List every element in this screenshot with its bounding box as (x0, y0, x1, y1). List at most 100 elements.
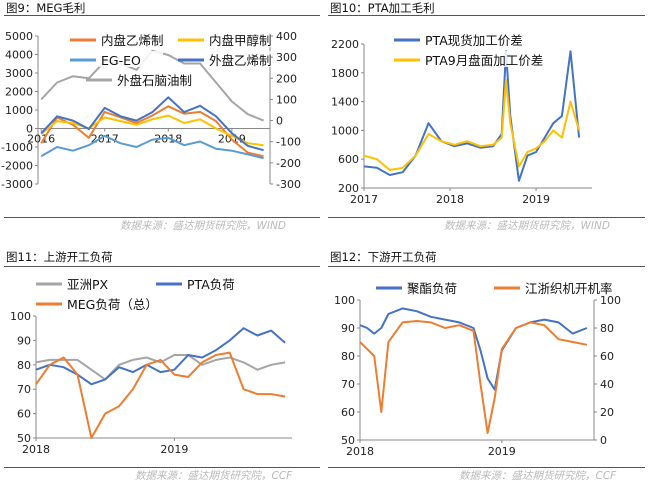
series-line-2 (359, 320, 588, 434)
series-line-2 (35, 327, 286, 386)
y-tick-label: 70 (17, 383, 31, 396)
legend-label: EG-EO (101, 53, 141, 68)
y2-tick-label: -300 (276, 178, 301, 191)
panel-meg-margin: 图9：MEG毛利 -3000 -200 0 -1000 0 1000 2000 3000 400… (0, 0, 324, 236)
legend-bg (207, 51, 271, 67)
legend-bg (405, 279, 457, 295)
y2-tick-label: -200 (276, 157, 301, 170)
legend-bg (423, 31, 535, 47)
legend-label: MEG负荷（总） (67, 297, 158, 312)
legend-label: 外盘石脑油制 (117, 73, 192, 88)
series-line-1 (363, 50, 581, 182)
footer-divider (4, 217, 320, 218)
series-line-3 (40, 134, 264, 160)
data-source: 数据来源：盛达期货研究院，WIND (444, 220, 610, 232)
title-divider (328, 15, 645, 16)
legend-bg (65, 295, 165, 311)
y-tick-label: 5000 (5, 30, 33, 43)
series-line-1 (359, 307, 588, 391)
y-tick-label: 200 (338, 182, 359, 195)
legend-label: 内盘甲醇制 (209, 33, 272, 48)
title-divider (4, 266, 320, 267)
data-source: 数据来源：盛达期货研究院，WIND (120, 220, 286, 232)
y-tick-label: 1000 (5, 104, 33, 117)
series-line-2 (363, 79, 581, 171)
y-tick-label: 80 (17, 359, 31, 372)
panel-downstream-load: 图12：下游开工负荷 50 60 70 80 90 100 0 20 40 60 80 100 2018… (324, 246, 649, 484)
series-line-3 (35, 351, 286, 439)
y-tick-label: 60 (341, 406, 355, 419)
chart-meg-margin: -3000 -200 0 -1000 0 1000 2000 3000 4000 5000 -300… (1, 30, 301, 191)
y2-tick-label: 200 (276, 72, 297, 85)
y-tick-label: -1000 (1, 141, 33, 154)
y-tick-label: 50 (341, 434, 355, 447)
panel-pta-margin: 图10：PTA加工毛利 200 600 1000 1400 1800 2200 2017 20… (324, 0, 649, 236)
x-tick-label: 2018 (436, 193, 464, 206)
x-tick-label: 2019 (522, 193, 550, 206)
y-tick-label: 100 (10, 310, 31, 323)
series-line-4 (40, 96, 264, 152)
y-tick-label: 1000 (331, 124, 359, 137)
y-tick-label: 90 (341, 322, 355, 335)
y-tick-label: 80 (341, 350, 355, 363)
legend-label: 亚洲PX (67, 277, 109, 292)
footer-divider (4, 467, 320, 468)
y-tick-label: -3000 (1, 178, 33, 191)
y-tick-label: 100 (334, 294, 355, 307)
legend-label: PTA负荷 (187, 277, 235, 292)
title-divider (328, 266, 645, 267)
legend-label: 聚酯负荷 (407, 281, 457, 296)
data-source: 数据来源：盛达期货研究院，CCF (459, 470, 617, 482)
y2-tick-label: 20 (600, 406, 614, 419)
footer-divider (328, 217, 645, 218)
series-line-1 (35, 354, 286, 381)
y-tick-label: 2200 (331, 38, 359, 51)
legend-bg (523, 279, 611, 295)
legend-bg (423, 51, 559, 67)
x-tick-label: 2017 (91, 133, 119, 146)
panel-title: 图12：下游开工负荷 (330, 250, 437, 264)
panel-title: 图10：PTA加工毛利 (330, 1, 435, 15)
y-tick-label: 600 (338, 153, 359, 166)
title-divider (4, 15, 320, 16)
y-tick-label: 1800 (331, 67, 359, 80)
chart-upstream-load: 50 60 70 80 90 100 2018 2019 亚洲PX PTA负荷 MEG负荷（总） (10, 275, 292, 456)
y-tick-label: 3000 (5, 67, 33, 80)
y2-tick-label: 0 (600, 434, 607, 447)
y2-tick-label: 80 (600, 322, 614, 335)
x-tick-label: 2018 (22, 443, 50, 456)
y2-tick-label: 0 (276, 115, 283, 128)
x-tick-label: 2017 (350, 193, 378, 206)
legend-label: 内盘乙烯制 (101, 33, 164, 48)
series-line-2 (40, 114, 264, 147)
chart-pta-margin: 200 600 1000 1400 1800 2200 2017 2018 2019 PTA现货加… (331, 31, 592, 206)
y-tick-label: 2000 (5, 86, 33, 99)
y2-tick-label: -100 (276, 136, 301, 149)
chart-downstream-load: 50 60 70 80 90 100 0 20 40 60 80 100 2018 2019 聚酯负荷 江浙织… (334, 279, 621, 458)
legend-label: 江浙织机开机率 (525, 281, 613, 296)
legend-label: PTA9月盘面加工价差 (425, 53, 543, 68)
legend-bg (99, 51, 163, 67)
legend-bg (185, 275, 249, 291)
x-tick-label: 2018 (154, 133, 182, 146)
legend-label: PTA现货加工价差 (425, 33, 523, 48)
y2-tick-label: 300 (276, 51, 297, 64)
y-tick-label: 1400 (331, 96, 359, 109)
y2-tick-label: 60 (600, 350, 614, 363)
legend-label: 外盘乙烯制 (209, 53, 272, 68)
y2-tick-label: 100 (276, 93, 297, 106)
y-tick-label: 0 (26, 123, 33, 136)
y-tick-label: 4000 (5, 49, 33, 62)
panel-title: 图9：MEG毛利 (6, 1, 86, 15)
x-tick-label: 2019 (160, 443, 188, 456)
y2-tick-label: 40 (600, 378, 614, 391)
x-tick-label: 2019 (488, 445, 516, 458)
y-tick-label: 90 (17, 334, 31, 347)
y2-tick-label: 100 (600, 294, 621, 307)
x-tick-label: 2018 (346, 445, 374, 458)
panel-title: 图11：上游开工负荷 (6, 250, 113, 264)
legend-bg (65, 275, 117, 291)
y-tick-label: 50 (17, 432, 31, 445)
panel-upstream-load: 图11：上游开工负荷 50 60 70 80 90 100 2018 2019 亚洲PX PTA负… (0, 246, 324, 484)
x-tick-label: 2016 (27, 133, 55, 146)
